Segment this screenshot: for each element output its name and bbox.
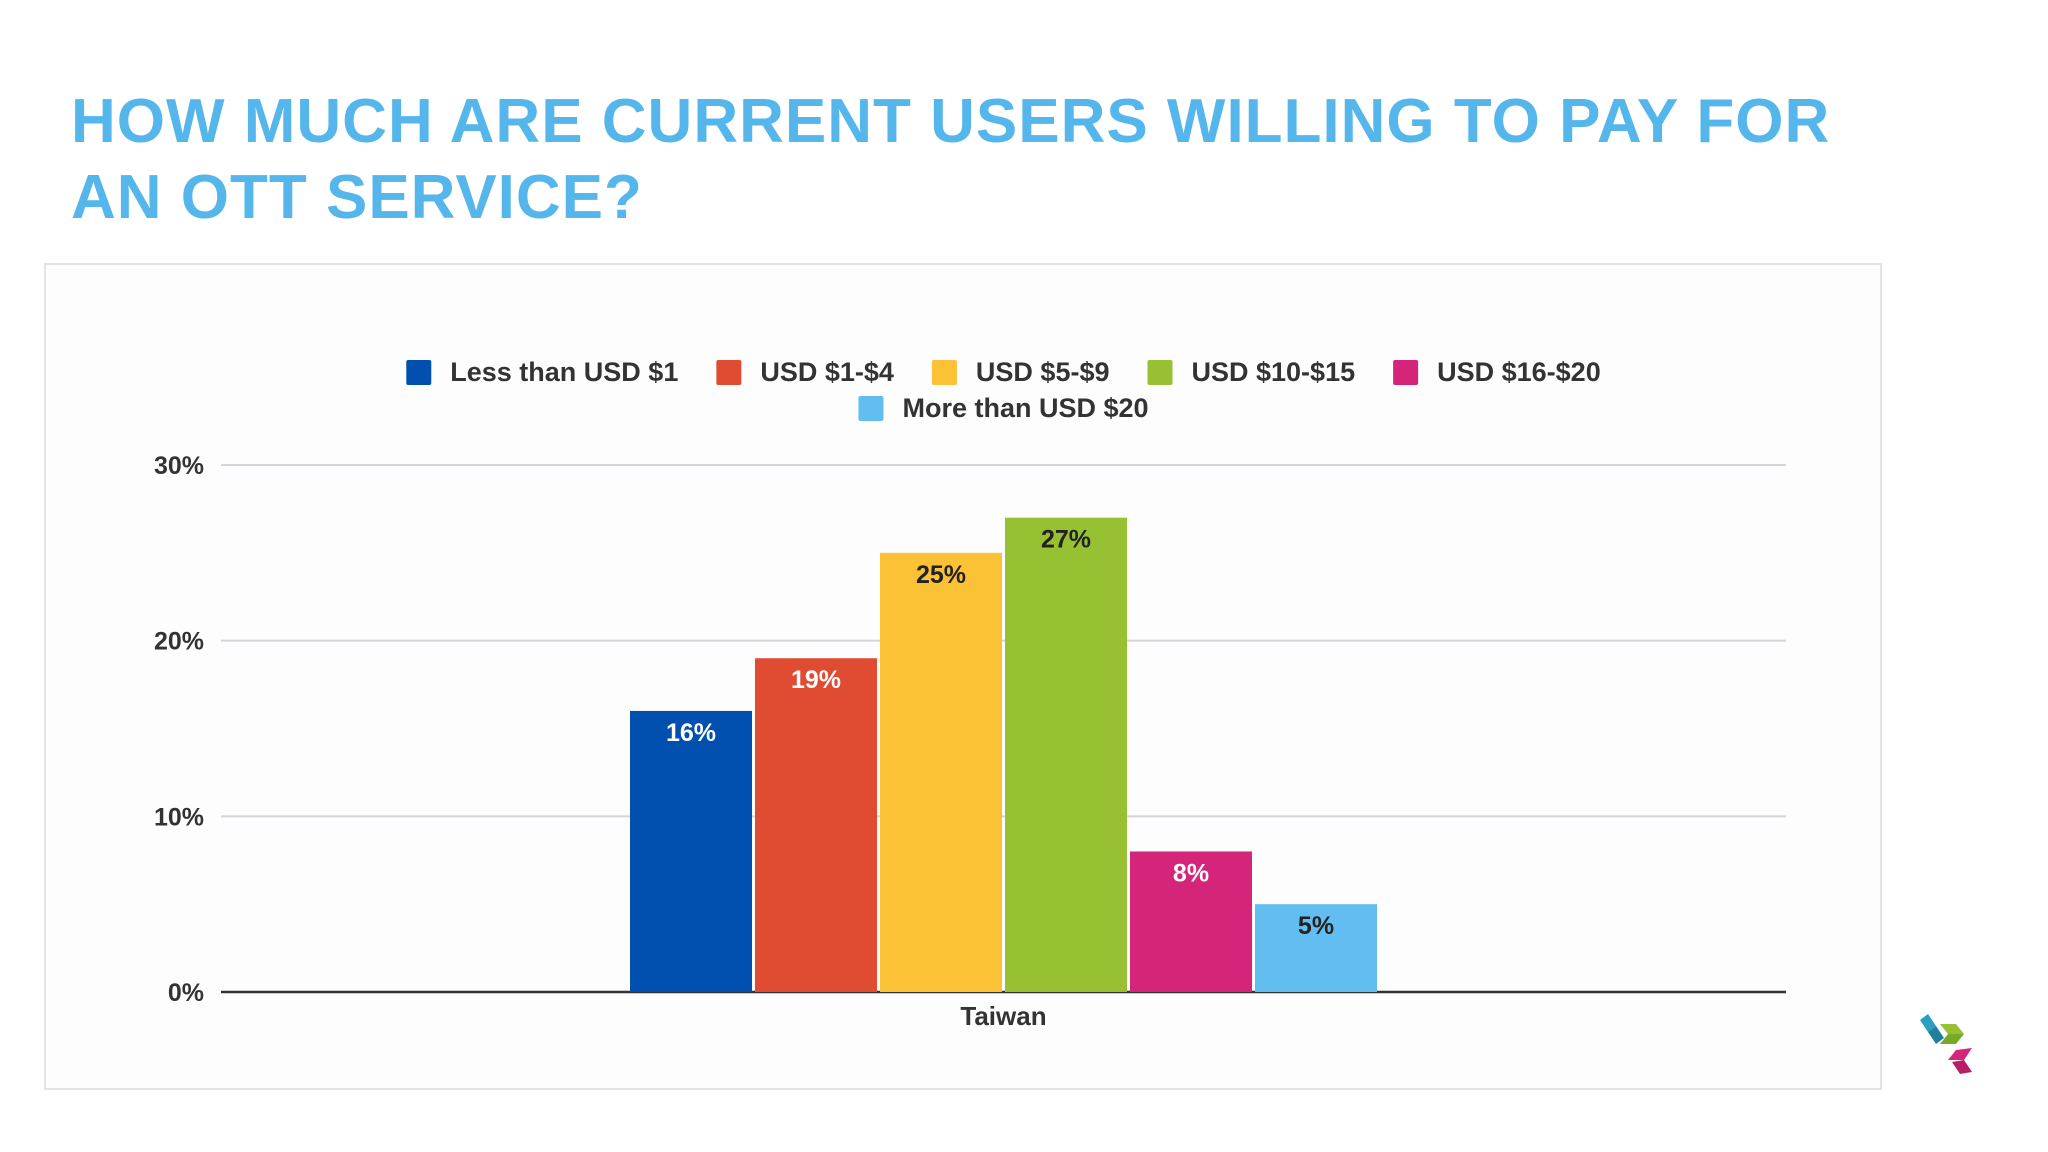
- bar: [880, 552, 1002, 992]
- chart-panel: 0% 10% 20% 30% 16% 19% 25% 27% 8% 5% Taiwan Less th…: [44, 263, 1882, 1090]
- bar: [1255, 904, 1377, 992]
- bar: [1005, 517, 1127, 992]
- legend-swatch: [1393, 360, 1419, 385]
- y-tick-label: 0%: [168, 979, 204, 1007]
- legend-label: USD $10-$15: [1192, 357, 1356, 387]
- legend-label: Less than USD $1: [450, 357, 678, 387]
- legend-swatch: [716, 360, 742, 385]
- company-logo: [1920, 1014, 1972, 1074]
- data-label: 19%: [791, 666, 841, 694]
- legend-swatch: [1147, 360, 1173, 385]
- bar-chart: 0% 10% 20% 30% 16% 19% 25% 27% 8% 5% Taiwan Less th…: [154, 357, 1786, 1031]
- data-label: 16%: [666, 719, 716, 747]
- bar: [1130, 851, 1252, 992]
- x-tick-label: Taiwan: [960, 1001, 1046, 1031]
- data-label: 8%: [1173, 859, 1209, 887]
- slide-title: HOW MUCH ARE CURRENT USERS WILLING TO PA…: [71, 87, 1831, 232]
- legend-swatch: [406, 360, 432, 385]
- data-label: 25%: [916, 561, 966, 589]
- y-tick-label: 30%: [154, 452, 204, 480]
- y-tick-label: 20%: [154, 628, 204, 656]
- bar: [755, 658, 877, 992]
- legend-swatch: [931, 360, 957, 385]
- legend-label: More than USD $20: [902, 393, 1148, 423]
- data-label: 5%: [1298, 912, 1334, 940]
- data-label: 27%: [1041, 526, 1091, 554]
- legend-label: USD $16-$20: [1437, 357, 1601, 387]
- bar: [630, 710, 752, 992]
- legend-label: USD $5-$9: [976, 357, 1110, 387]
- y-tick-label: 10%: [154, 803, 204, 831]
- legend-swatch: [858, 396, 884, 421]
- legend-label: USD $1-$4: [760, 357, 894, 387]
